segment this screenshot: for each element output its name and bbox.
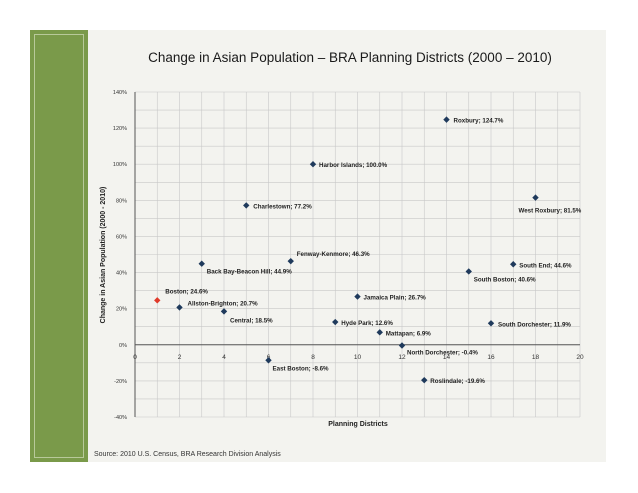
data-point-marker — [354, 293, 361, 300]
data-point-label: Fenway-Kenmore; 46.3% — [297, 251, 370, 258]
source-note: Source: 2010 U.S. Census, BRA Research D… — [94, 451, 281, 458]
x-tick-label: 18 — [532, 354, 540, 361]
y-axis-label: Change in Asian Population (2000 - 2010) — [100, 187, 107, 324]
data-point-marker — [287, 257, 294, 265]
data-point-marker — [243, 202, 250, 209]
data-point-label: Harbor Islands; 100.0% — [319, 162, 388, 169]
data-point-marker — [154, 297, 161, 304]
data-point-marker — [465, 268, 472, 275]
data-point-label: South Boston; 40.6% — [474, 276, 536, 283]
y-tick-label: 120% — [113, 126, 127, 132]
data-point-marker — [198, 260, 205, 267]
data-point-marker — [532, 194, 539, 201]
data-point-label: Boston; 24.6% — [165, 288, 208, 295]
slide-sidebar — [30, 30, 88, 462]
y-tick-label: 40% — [116, 271, 127, 277]
data-labels: Boston; 24.6% Allston-Brighton; 20.7% Back… — [165, 118, 582, 386]
data-point-marker — [176, 304, 183, 311]
data-point-marker — [510, 261, 517, 268]
data-point-label: South Dorchester; 11.9% — [498, 321, 571, 328]
slide-background — [30, 30, 606, 462]
x-tick-label: 14 — [443, 354, 451, 361]
y-tick-label: 0% — [119, 343, 127, 349]
x-tick-label: 20 — [576, 354, 584, 361]
x-tick-label: 16 — [487, 354, 495, 361]
data-point-label: Charlestown; 77.2% — [253, 203, 312, 210]
y-tick-label: -40% — [114, 415, 127, 421]
x-tick-label: 4 — [222, 354, 226, 361]
y-tick-label: 80% — [116, 198, 127, 204]
data-point-marker — [376, 329, 383, 336]
data-points — [154, 116, 539, 384]
y-tick-label: 60% — [116, 234, 127, 240]
x-tick-label: 12 — [398, 354, 406, 361]
data-point-label: Back Bay-Beacon Hill; 44.9% — [207, 269, 292, 276]
x-tick-label: 8 — [311, 354, 315, 361]
data-point-label: Mattapan; 6.9% — [386, 330, 432, 337]
axes — [134, 92, 580, 417]
y-tick-label: 140% — [113, 90, 127, 96]
x-tick-label: 10 — [354, 354, 362, 361]
data-point-label: Hyde Park; 12.6% — [341, 320, 393, 327]
x-tick-label: 0 — [133, 354, 137, 361]
data-point-label: Jamaica Plain; 26.7% — [364, 295, 427, 302]
tick-labels: -40% -20% 0% 20% 40% 60% 80% 100% 120% 140% 0 2 4 6 8 1… — [113, 90, 584, 421]
data-point-label: Roslindale; -19.6% — [430, 378, 485, 385]
chart-title: Change in Asian Population – BRA Plannin… — [148, 50, 552, 65]
x-tick-label: 6 — [267, 354, 271, 361]
data-point-label: Allston-Brighton; 20.7% — [188, 300, 259, 307]
data-point-marker — [443, 116, 450, 123]
data-point-marker — [487, 320, 495, 327]
y-tick-label: 20% — [116, 307, 127, 313]
data-point-label: Central; 18.5% — [230, 317, 273, 324]
data-point-label: Roxbury; 124.7% — [454, 118, 504, 125]
x-tick-label: 2 — [178, 354, 182, 361]
data-point-marker — [332, 318, 339, 326]
data-point-marker — [265, 357, 272, 364]
sidebar-frame — [34, 34, 84, 458]
data-point-marker — [309, 161, 317, 168]
data-point-label: North Dorchester; -0.4% — [407, 350, 478, 357]
data-point-label: South End; 44.6% — [519, 262, 572, 269]
grid-lines — [134, 91, 581, 418]
data-point-marker — [220, 308, 228, 315]
data-point-label: West Roxbury; 81.5% — [519, 208, 582, 215]
data-point-label: East Boston; -8.6% — [273, 365, 330, 372]
y-tick-label: 100% — [113, 162, 127, 168]
x-axis-label: Planning Districts — [328, 421, 388, 428]
data-point-marker — [398, 342, 406, 349]
data-point-marker — [421, 376, 428, 384]
y-tick-label: -20% — [114, 379, 127, 385]
